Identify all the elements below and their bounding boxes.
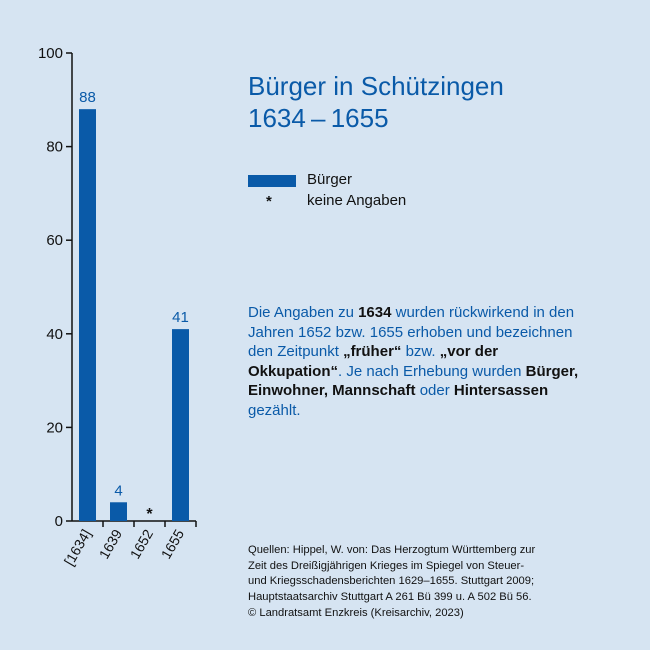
description-text: Die Angaben zu 1634 wurden rückwirkend i…	[248, 303, 593, 421]
y-tick-label: 80	[46, 139, 63, 156]
description-emphasis: 1634	[358, 304, 392, 321]
bar	[172, 329, 189, 521]
y-tick-label: 0	[55, 513, 63, 530]
bar-chart: 0 20 40 60 80 100 88 [1634] 4 1639 * 1652 41 1655	[38, 45, 197, 569]
data-label: 4	[114, 482, 122, 499]
sources-line: Hauptstaatsarchiv Stuttgart A 261 Bü 399…	[248, 591, 532, 604]
missing-data-marker: *	[146, 506, 153, 523]
x-tick-label: 1652	[127, 526, 157, 561]
chart-title-line-2: 1634 – 1655	[248, 103, 389, 133]
description-segment: gezählt.	[248, 401, 301, 419]
description-emphasis: Hintersassen	[453, 382, 549, 400]
chart-title-line-1: Bürger in Schützingen	[248, 71, 504, 101]
y-tick-label: 60	[46, 232, 63, 249]
description-segment: Die Angaben zu	[248, 304, 359, 321]
description-segment: . Je nach Erhebung wurden	[338, 362, 526, 380]
y-tick-label: 100	[38, 45, 63, 62]
description-emphasis: Bürger, Einwohner, Mannschaft	[248, 362, 579, 400]
data-label: 88	[79, 89, 96, 106]
description-emphasis: „vor der Okkupation“	[248, 343, 499, 380]
x-tick-label: 1655	[158, 526, 188, 561]
legend-label-missing: keine Angaben	[307, 192, 407, 209]
description-segment: wurden rückwirkend in den Jahren 1652 bz…	[248, 304, 575, 361]
sources-line: Zeit des Dreißigjährigen Krieges im Spie…	[248, 559, 525, 572]
legend-swatch	[248, 175, 296, 187]
bar	[110, 502, 127, 521]
sources-line: und Kriegsschadensberichten 1629–1655. S…	[248, 575, 535, 588]
bar	[79, 109, 96, 521]
y-tick-label: 20	[46, 419, 63, 436]
sources-line: Quellen: Hippel, W. von: Das Herzogtum W…	[248, 544, 536, 556]
asterisk-icon: *	[266, 193, 272, 210]
sources-line: © Landratsamt Enzkreis (Kreisarchiv, 202…	[248, 606, 464, 619]
sources: Quellen: Hippel, W. von: Das Herzogtum W…	[248, 543, 535, 622]
description-emphasis: „früher“	[343, 343, 402, 361]
y-tick-label: 40	[46, 326, 63, 343]
chart-title: Bürger in Schützingen 1634 – 1655	[248, 70, 504, 134]
description-segment: oder	[415, 382, 454, 400]
data-label: 41	[172, 309, 189, 326]
x-tick-label: [1634]	[61, 527, 94, 569]
legend-label-buerger: Bürger	[307, 171, 353, 188]
x-tick-label: 1639	[96, 526, 126, 561]
description-segment: bzw.	[401, 343, 440, 361]
